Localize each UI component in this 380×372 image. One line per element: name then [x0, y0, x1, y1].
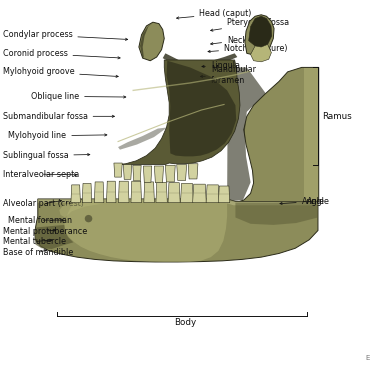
Text: Mandibular
foramen: Mandibular foramen	[200, 65, 256, 84]
Polygon shape	[38, 199, 318, 205]
Polygon shape	[156, 182, 167, 203]
Text: Ramus: Ramus	[322, 112, 352, 121]
Polygon shape	[139, 22, 164, 61]
Polygon shape	[144, 182, 154, 203]
Text: Head (caput): Head (caput)	[177, 9, 252, 19]
Text: Lingula: Lingula	[202, 61, 240, 70]
Text: Body: Body	[174, 318, 196, 327]
Polygon shape	[59, 203, 102, 218]
Text: Condylar process: Condylar process	[3, 30, 128, 41]
Polygon shape	[168, 183, 180, 203]
Text: Angle: Angle	[307, 197, 329, 206]
Polygon shape	[188, 164, 198, 179]
Text: Oblique line: Oblique line	[31, 92, 126, 101]
Polygon shape	[154, 166, 163, 183]
Polygon shape	[143, 166, 152, 182]
Text: Mental protuberance: Mental protuberance	[3, 227, 87, 236]
Polygon shape	[124, 164, 132, 179]
Polygon shape	[218, 186, 230, 203]
Polygon shape	[163, 53, 238, 68]
Polygon shape	[35, 199, 318, 262]
Polygon shape	[193, 184, 206, 203]
Text: Coronid process: Coronid process	[3, 49, 120, 59]
Text: Mylohyoid line: Mylohyoid line	[8, 131, 107, 141]
Polygon shape	[249, 16, 272, 47]
Polygon shape	[227, 67, 319, 203]
Polygon shape	[227, 67, 266, 202]
Polygon shape	[206, 185, 219, 203]
Text: Neck: Neck	[211, 36, 247, 45]
Polygon shape	[94, 182, 104, 203]
Polygon shape	[177, 164, 187, 180]
Polygon shape	[140, 23, 153, 58]
Text: Pterygoid fossa: Pterygoid fossa	[211, 19, 289, 31]
Polygon shape	[166, 61, 236, 156]
Text: Base of mandible: Base of mandible	[3, 248, 73, 257]
Text: Sublingual fossa: Sublingual fossa	[3, 151, 90, 160]
Polygon shape	[131, 181, 141, 203]
Polygon shape	[106, 181, 116, 203]
Polygon shape	[304, 68, 318, 200]
Polygon shape	[114, 163, 122, 177]
Polygon shape	[245, 15, 274, 55]
Polygon shape	[133, 165, 141, 181]
Polygon shape	[117, 60, 240, 164]
Polygon shape	[236, 202, 318, 225]
Text: Interalveolar septa: Interalveolar septa	[3, 170, 79, 179]
Text: Submandibular fossa: Submandibular fossa	[3, 112, 114, 121]
Text: Mental foraman: Mental foraman	[8, 216, 72, 225]
Polygon shape	[165, 165, 175, 182]
Polygon shape	[71, 185, 81, 203]
Text: Notch (incisure): Notch (incisure)	[208, 44, 288, 52]
Polygon shape	[82, 183, 92, 203]
Polygon shape	[119, 181, 129, 203]
Text: Mylohyoid groove: Mylohyoid groove	[3, 67, 118, 77]
Text: E: E	[366, 355, 370, 361]
Text: Alveolar part (crest): Alveolar part (crest)	[3, 199, 84, 208]
Polygon shape	[180, 183, 193, 203]
Polygon shape	[250, 44, 271, 62]
Circle shape	[85, 215, 92, 222]
Polygon shape	[118, 128, 167, 150]
Text: Angle: Angle	[280, 197, 325, 206]
Polygon shape	[35, 203, 227, 262]
Text: Mental tubercle: Mental tubercle	[3, 237, 66, 246]
Polygon shape	[35, 225, 73, 249]
